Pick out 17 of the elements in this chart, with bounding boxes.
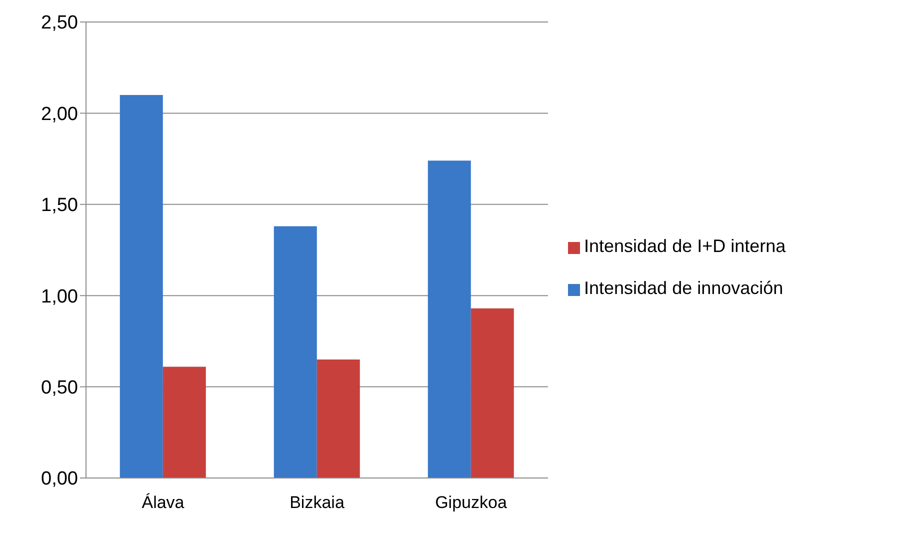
y-tick-label: 0,50 <box>41 378 78 399</box>
legend-label: Intensidad de I+D interna <box>584 236 786 256</box>
bar <box>316 359 360 478</box>
x-tick-label: Bizkaia <box>290 493 345 512</box>
bar <box>470 308 514 478</box>
x-tick-label: Álava <box>142 493 185 512</box>
legend-label: Intensidad de innovación <box>584 278 784 298</box>
bar <box>120 94 163 478</box>
y-tick-label: 1,50 <box>41 195 78 216</box>
bar <box>274 226 317 478</box>
y-tick-label: 2,00 <box>41 104 78 125</box>
bar <box>162 366 206 478</box>
x-tick-label: Gipuzkoa <box>435 493 508 512</box>
y-tick-label: 1,00 <box>41 286 78 308</box>
bar <box>428 160 471 478</box>
y-tick-label: 2,50 <box>41 12 78 34</box>
y-tick-label: 0,00 <box>41 468 78 490</box>
